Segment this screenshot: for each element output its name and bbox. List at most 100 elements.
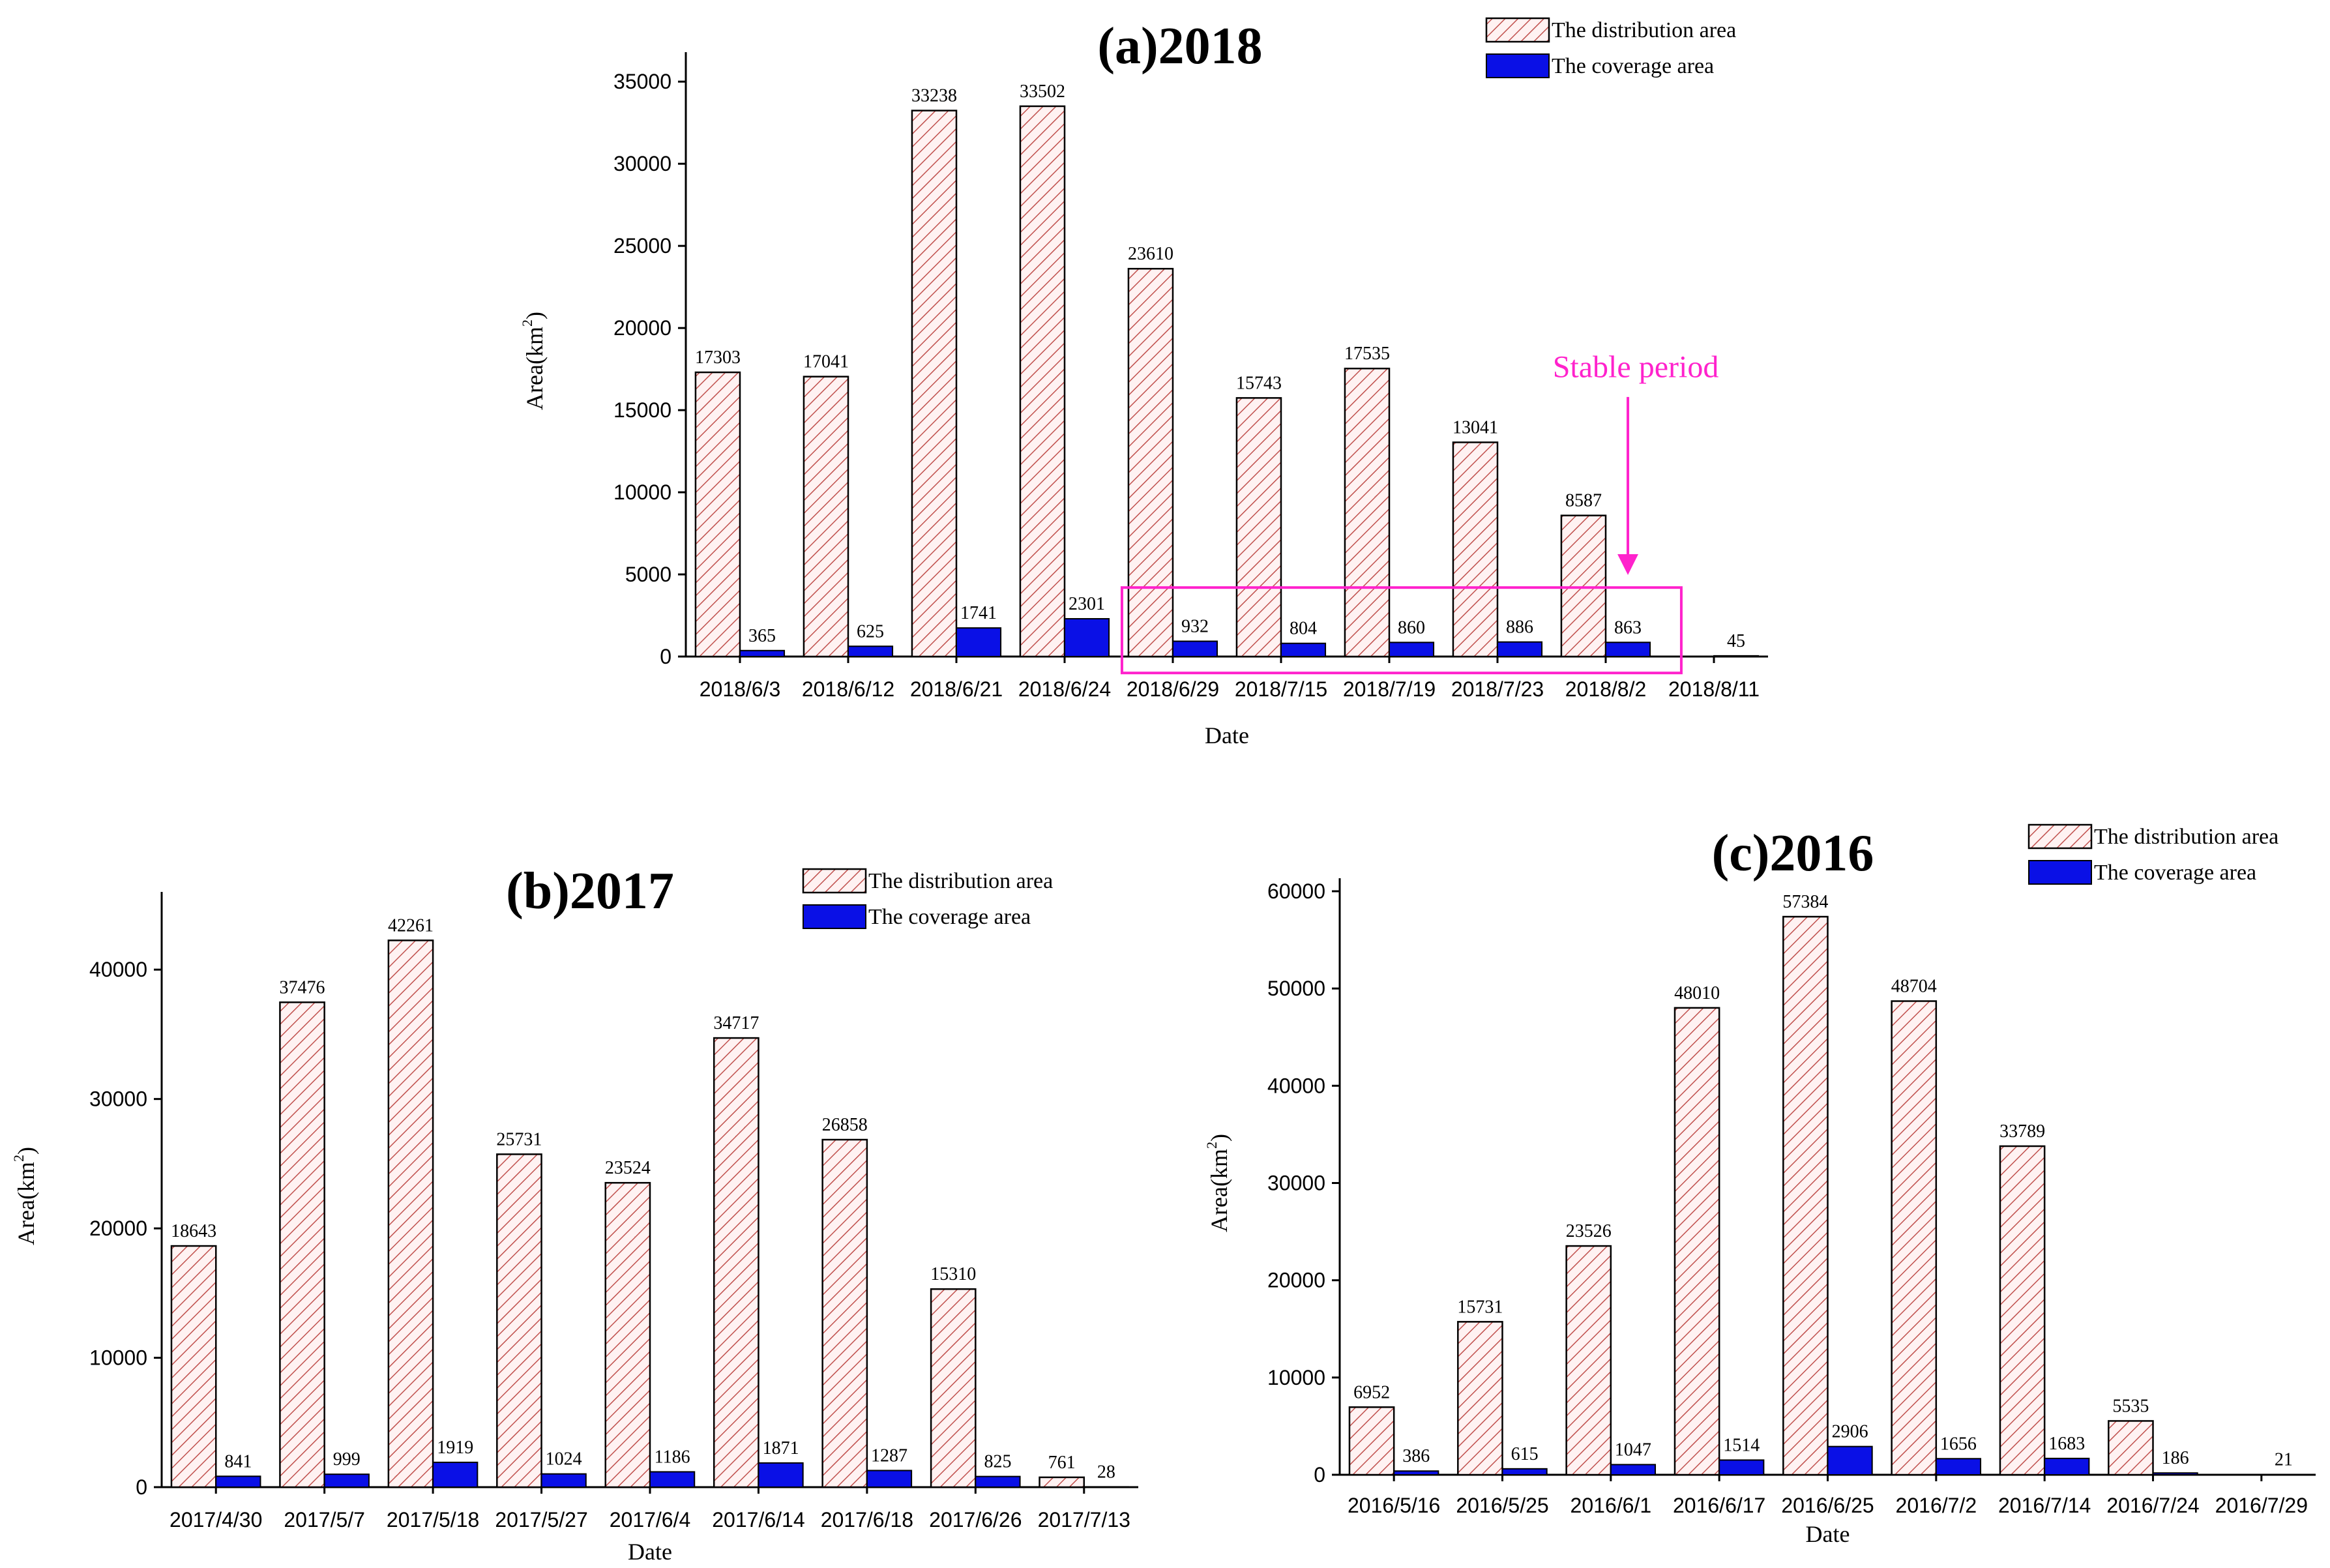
distribution-value-label: 25731 xyxy=(496,1129,542,1149)
coverage-value-label: 1024 xyxy=(546,1449,582,1470)
legend-coverage-label: The coverage area xyxy=(868,905,1031,929)
distribution-bar xyxy=(2108,1420,2154,1476)
coverage-bar xyxy=(1389,642,1435,657)
legend-distribution-label: The distribution area xyxy=(1552,18,1736,42)
legend-coverage-swatch xyxy=(1486,53,1550,78)
distribution-value-label: 15731 xyxy=(1457,1297,1503,1317)
y-tick-label: 35000 xyxy=(613,70,671,93)
coverage-bar xyxy=(1935,1458,1982,1476)
legend-coverage-swatch xyxy=(803,904,866,929)
stable-period-annotation: Stable period xyxy=(1120,350,1719,675)
coverage-value-label: 1514 xyxy=(1723,1435,1760,1455)
chart-title: (c)2016 xyxy=(1712,825,1874,882)
y-tick-label: 20000 xyxy=(613,316,671,340)
distribution-bar xyxy=(911,110,958,658)
y-tick-label: 40000 xyxy=(1267,1074,1325,1097)
coverage-bar xyxy=(323,1473,370,1488)
y-tick-label: 10000 xyxy=(89,1346,147,1370)
coverage-bar xyxy=(739,649,786,657)
distribution-value-label: 8587 xyxy=(1565,491,1602,511)
coverage-value-label: 1656 xyxy=(1940,1434,1977,1454)
legend-coverage-label: The coverage area xyxy=(1552,54,1714,78)
coverage-bar xyxy=(1393,1470,1439,1476)
y-axis-title-end: ) xyxy=(13,1147,39,1155)
coverage-value-label: 615 xyxy=(1511,1444,1539,1464)
coverage-bar xyxy=(1610,1464,1657,1476)
distribution-bar xyxy=(1039,1476,1085,1488)
distribution-value-label: 33502 xyxy=(1020,81,1065,102)
x-tick-label: 2018/6/3 xyxy=(700,677,781,701)
distribution-bar xyxy=(1457,1321,1503,1476)
coverage-value-label: 45 xyxy=(1727,631,1745,651)
distribution-bar xyxy=(1235,397,1282,658)
x-tick-label: 2016/7/2 xyxy=(1896,1494,1977,1517)
distribution-value-label: 17041 xyxy=(803,352,849,372)
x-tick-label: 2017/4/30 xyxy=(170,1508,262,1531)
coverage-value-label: 21 xyxy=(2275,1450,2293,1470)
distribution-value-label: 42261 xyxy=(388,915,434,936)
distribution-value-label: 34717 xyxy=(713,1013,759,1033)
distribution-bar xyxy=(1560,514,1607,658)
distribution-value-label: 33238 xyxy=(911,86,957,106)
x-tick-label: 2018/6/29 xyxy=(1127,677,1219,701)
distribution-bar xyxy=(713,1037,759,1488)
distribution-value-label: 26858 xyxy=(822,1115,868,1135)
y-tick-label: 30000 xyxy=(1267,1172,1325,1195)
y-axis-title-end: ) xyxy=(522,312,548,319)
y-tick-label: 20000 xyxy=(89,1217,147,1240)
distribution-bar xyxy=(930,1288,977,1488)
distribution-bar xyxy=(821,1138,868,1488)
distribution-value-label: 37476 xyxy=(280,977,325,998)
coverage-value-label: 2906 xyxy=(1832,1422,1868,1442)
y-axis-title: Area(km2) xyxy=(10,1147,39,1245)
coverage-value-label: 825 xyxy=(984,1452,1011,1472)
coverage-value-label: 1683 xyxy=(2048,1434,2085,1454)
coverage-bar xyxy=(2152,1472,2198,1476)
distribution-bar xyxy=(387,939,434,1488)
distribution-bar xyxy=(1565,1245,1612,1476)
distribution-value-label: 18643 xyxy=(171,1221,216,1241)
x-tick-label: 2016/6/17 xyxy=(1673,1494,1765,1517)
chart-title: (b)2017 xyxy=(506,863,674,920)
y-tick-label: 60000 xyxy=(1267,880,1325,903)
distribution-value-label: 48010 xyxy=(1674,983,1720,1003)
x-tick-label: 2016/7/14 xyxy=(1998,1494,2091,1517)
x-tick-label: 2018/8/2 xyxy=(1565,677,1647,701)
chart-2017: (b)2017 0 10000 20000 30000 40000 Area(km2) Dat… xyxy=(10,863,1138,1565)
x-tick-label: 2017/5/7 xyxy=(284,1508,365,1531)
stable-period-box xyxy=(1120,586,1683,675)
x-axis-title: Date xyxy=(628,1539,672,1565)
x-tick-label: 2018/7/15 xyxy=(1235,677,1327,701)
coverage-value-label: 1287 xyxy=(871,1445,907,1466)
distribution-value-label: 23524 xyxy=(605,1158,651,1178)
y-axis-title-sup: 2 xyxy=(10,1155,27,1162)
distribution-value-label: 57384 xyxy=(1782,892,1828,912)
chart-2016: (c)2016 0 10000 20000 30000 40000 50000 60000 Ar… xyxy=(1203,823,2316,1547)
x-tick-label: 2018/6/21 xyxy=(910,677,1003,701)
coverage-value-label: 1871 xyxy=(763,1438,799,1458)
y-tick-label: 30000 xyxy=(89,1087,147,1111)
distribution-bar xyxy=(1344,367,1391,658)
y-axis-title-end: ) xyxy=(1206,1134,1232,1142)
x-tick-label: 2018/6/24 xyxy=(1018,677,1111,701)
coverage-bar xyxy=(432,1461,479,1488)
y-tick-label: 5000 xyxy=(625,563,671,586)
y-tick-label: 0 xyxy=(136,1475,147,1499)
coverage-bar xyxy=(848,645,894,658)
coverage-bar xyxy=(866,1470,913,1488)
y-tick-label: 30000 xyxy=(613,152,671,175)
coverage-value-label: 804 xyxy=(1290,619,1317,639)
x-tick-label: 2017/7/13 xyxy=(1038,1508,1130,1531)
stable-period-label: Stable period xyxy=(1553,350,1719,385)
coverage-bar xyxy=(1718,1459,1765,1476)
x-tick-label: 2016/6/25 xyxy=(1781,1494,1874,1517)
x-tick-label: 2017/5/27 xyxy=(495,1508,587,1531)
coverage-bar xyxy=(2044,1457,2090,1476)
y-axis-title: Area(km2) xyxy=(1203,1134,1232,1232)
distribution-bar xyxy=(1019,105,1066,658)
coverage-value-label: 863 xyxy=(1614,617,1642,638)
coverage-bar xyxy=(215,1475,261,1488)
legend-coverage-label: The coverage area xyxy=(2094,861,2256,885)
y-tick-label: 10000 xyxy=(1267,1366,1325,1389)
